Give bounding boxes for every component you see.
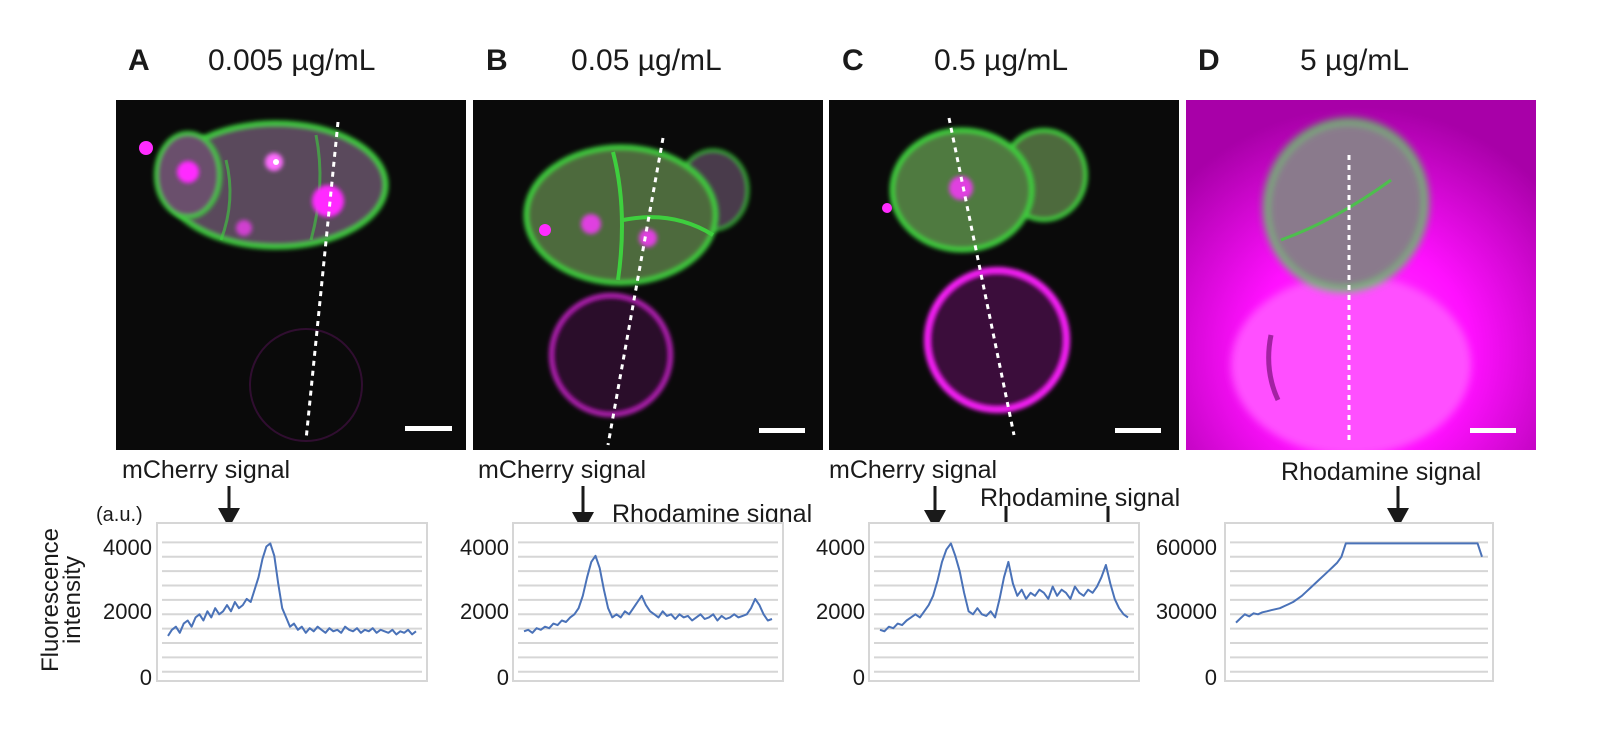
signal-label-c-mcherry: mCherry signal	[829, 456, 998, 484]
line-plot-c	[868, 522, 1140, 682]
panel-letter-b: B	[486, 44, 508, 77]
panel-letter-a: A	[128, 44, 150, 77]
line-plot-d	[1224, 522, 1494, 682]
ytick-b-4000: 4000	[460, 535, 509, 560]
line-plot-b	[512, 522, 784, 682]
plot-canvas	[1230, 541, 1488, 673]
plot-canvas	[518, 541, 778, 673]
arrow-icon	[924, 486, 946, 530]
signal-label-b-mcherry: mCherry signal	[478, 456, 647, 484]
ytick-d-60000: 60000	[1155, 535, 1217, 560]
series-line	[167, 542, 417, 637]
microscopy-image-b	[473, 100, 823, 450]
plot-canvas	[874, 541, 1134, 673]
ytick-c-0: 0	[852, 665, 865, 690]
signal-label-d-rhodamine: Rhodamine signal	[1281, 458, 1482, 486]
series-line	[1235, 542, 1483, 624]
panel-letter-d: D	[1198, 44, 1220, 77]
microscopy-image-c	[829, 100, 1179, 450]
series-line	[523, 554, 773, 634]
ytick-a-4000: 4000	[103, 535, 152, 560]
signal-label-c-rhodamine: Rhodamine signal	[980, 484, 1181, 512]
ytick-b-2000: 2000	[460, 599, 509, 624]
ytick-c-2000: 2000	[816, 599, 865, 624]
ytick-b-0: 0	[496, 665, 509, 690]
ytick-c-4000: 4000	[816, 535, 865, 560]
panel-concentration-d: 5 µg/mL	[1300, 44, 1409, 77]
panel-concentration-c: 0.5 µg/mL	[934, 44, 1069, 77]
line-plot-a	[156, 522, 428, 682]
panel-letter-c: C	[842, 44, 864, 77]
arrow-icon	[218, 486, 240, 528]
plot-canvas	[162, 541, 422, 673]
panel-concentration-a: 0.005 µg/mL	[208, 44, 376, 77]
arrow-icon	[1387, 486, 1409, 528]
y-axis-unit: (a.u.)	[96, 504, 143, 526]
ytick-a-0: 0	[139, 665, 152, 690]
series-line	[879, 542, 1129, 633]
panel-concentration-b: 0.05 µg/mL	[571, 44, 722, 77]
ytick-a-2000: 2000	[103, 599, 152, 624]
microscopy-image-a	[116, 100, 466, 450]
ytick-d-0: 0	[1204, 665, 1217, 690]
signal-label-a-mcherry: mCherry signal	[122, 456, 291, 484]
microscopy-image-d	[1186, 100, 1536, 450]
ytick-d-30000: 30000	[1155, 599, 1217, 624]
